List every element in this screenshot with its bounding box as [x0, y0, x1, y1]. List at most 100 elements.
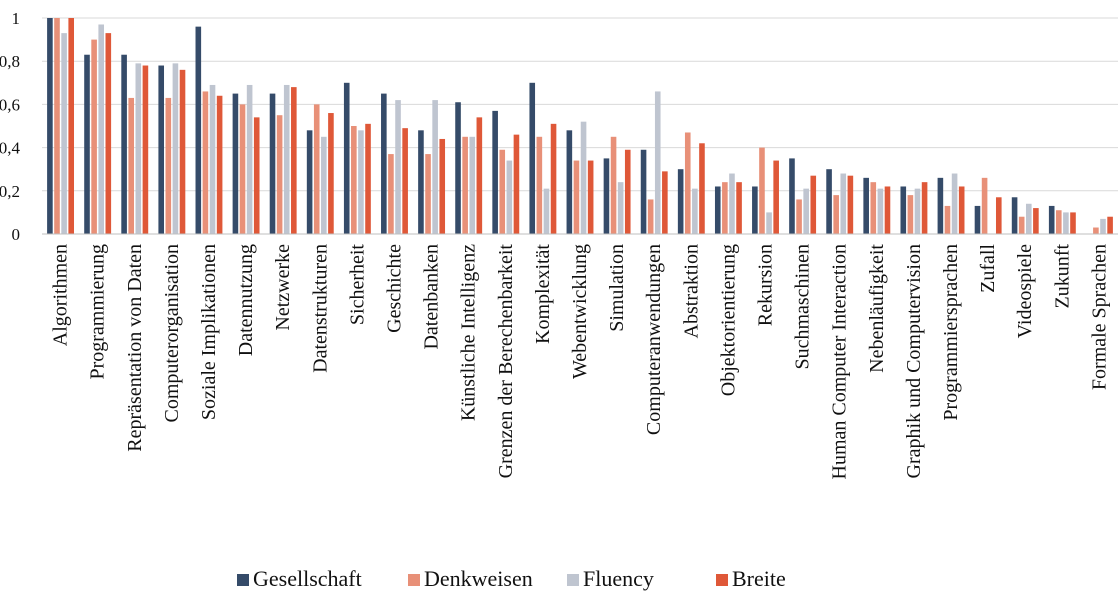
bar-breite — [1033, 208, 1039, 234]
bar-denkweisen — [870, 182, 877, 234]
bar-fluency — [543, 188, 550, 234]
bar-fluency — [432, 100, 438, 234]
category-label: Algorithmen — [50, 244, 72, 346]
bar-fluency — [951, 173, 958, 234]
bar-breite — [884, 186, 891, 234]
category-label: Soziale Implikationen — [198, 244, 220, 420]
bar-breite — [699, 143, 705, 234]
bar-breite — [291, 87, 297, 235]
bar-denkweisen — [91, 39, 97, 234]
bar-breite — [142, 65, 149, 235]
bar-gesellschaft — [789, 158, 795, 234]
legend-item: Fluency — [567, 566, 654, 591]
bar-fluency — [654, 91, 661, 234]
bar-denkweisen — [499, 149, 506, 234]
bar-gesellschaft — [1011, 197, 1018, 234]
bar-gesellschaft — [381, 93, 387, 234]
bar-denkweisen — [239, 104, 246, 235]
legend-label: Breite — [732, 566, 786, 591]
bar-breite — [921, 182, 928, 234]
bar-gesellschaft — [1048, 205, 1055, 234]
bar-breite — [662, 171, 668, 234]
bar-breite — [810, 175, 817, 234]
category-label: Simulation — [606, 244, 628, 332]
bar-denkweisen — [536, 136, 543, 234]
bar-denkweisen — [388, 154, 394, 234]
category-label: Webentwicklung — [569, 244, 591, 379]
bar-breite — [958, 186, 965, 234]
legend-item: Denkweisen — [408, 566, 533, 591]
category-labels: Algorithmen Programmierung Repräsentation … — [50, 244, 1111, 480]
bar-breite — [105, 33, 112, 235]
y-tick-label: 0,6 — [0, 95, 20, 114]
bars — [47, 18, 1113, 235]
bar-fluency — [729, 173, 735, 234]
bar-breite — [476, 117, 483, 234]
bar-fluency — [135, 63, 142, 234]
category-label: Künstliche Intelligenz — [458, 244, 480, 421]
category-label: Videospiele — [1014, 244, 1036, 338]
y-axis-ticks: 0 0,2 0,4 0,6 0,8 1 — [0, 9, 21, 244]
bar-breite — [1107, 216, 1113, 234]
bar-fluency — [1100, 218, 1106, 234]
category-label: Computerorganisation — [161, 244, 183, 423]
bar-gesellschaft — [826, 169, 832, 234]
category-label: Abstraktion — [680, 244, 702, 338]
bar-fluency — [358, 130, 364, 234]
bar-gesellschaft — [121, 54, 127, 234]
bar-gesellschaft — [863, 177, 869, 234]
bar-denkweisen — [1055, 210, 1062, 234]
category-label: Datenbanken — [421, 244, 443, 350]
category-label: Suchmaschinen — [792, 244, 814, 370]
category-label: Formale Sprachen — [1088, 244, 1110, 390]
legend-label: Gesellschaft — [253, 566, 362, 591]
category-label: Nebenläufigkeit — [866, 244, 888, 373]
legend-label: Fluency — [583, 566, 654, 591]
bar-gesellschaft — [418, 130, 424, 234]
category-label: Programmierung — [87, 244, 109, 380]
bar-gesellschaft — [47, 18, 53, 234]
bar-fluency — [61, 33, 67, 235]
legend-item: Gesellschaft — [237, 566, 362, 591]
bar-gesellschaft — [714, 186, 721, 234]
bar-breite — [328, 113, 334, 234]
bar-breite — [550, 123, 557, 234]
bar-fluency — [209, 84, 216, 235]
category-label: Objektorientierung — [717, 244, 739, 396]
bar-denkweisen — [313, 104, 320, 235]
bar-denkweisen — [796, 199, 802, 234]
y-tick-label: 0,2 — [0, 182, 20, 201]
bar-denkweisen — [54, 18, 60, 234]
bar-fluency — [98, 24, 105, 235]
bar-fluency — [469, 136, 476, 234]
bar-denkweisen — [1018, 216, 1025, 234]
bar-denkweisen — [351, 126, 357, 234]
bar-denkweisen — [276, 115, 283, 234]
bar-fluency — [692, 188, 698, 234]
legend-swatch — [237, 574, 249, 586]
category-label: Zukunft — [1051, 244, 1073, 309]
bar-fluency — [395, 100, 401, 234]
bar-breite — [216, 95, 223, 234]
bar-gesellschaft — [232, 93, 239, 234]
legend-item: Breite — [716, 566, 786, 591]
legend-label: Denkweisen — [424, 566, 533, 591]
bar-denkweisen — [128, 97, 135, 234]
bar-denkweisen — [462, 136, 468, 234]
bar-denkweisen — [907, 195, 914, 234]
bar-denkweisen — [165, 97, 172, 234]
bar-fluency — [580, 121, 587, 234]
bar-denkweisen — [202, 91, 209, 234]
y-tick-label: 0,4 — [0, 139, 21, 158]
bar-breite — [513, 134, 520, 234]
bar-gesellschaft — [84, 54, 90, 234]
bar-gesellschaft — [603, 158, 610, 234]
bar-gesellschaft — [492, 110, 498, 234]
y-tick-label: 0,8 — [0, 52, 20, 71]
bar-breite — [1070, 212, 1076, 234]
category-label: Grenzen der Berechenbarkeit — [495, 244, 517, 479]
bar-fluency — [914, 188, 921, 234]
bar-breite — [179, 69, 186, 234]
